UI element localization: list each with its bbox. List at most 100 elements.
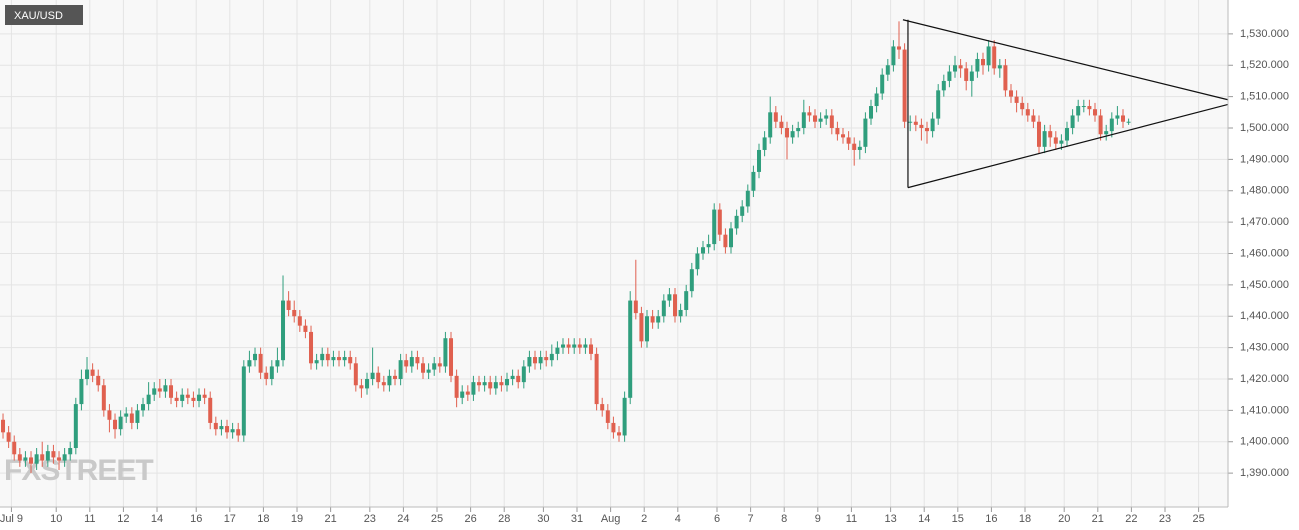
x-tick-label: 21: [324, 513, 336, 525]
candle-body: [538, 357, 543, 364]
candle-body: [969, 71, 974, 81]
candle-body: [667, 294, 672, 301]
candle-body: [62, 454, 67, 461]
candle-body: [286, 300, 291, 310]
x-tick-label: 16: [985, 513, 997, 525]
x-tick-label: 17: [224, 513, 236, 525]
candle-body: [874, 93, 879, 107]
candle-body: [919, 124, 924, 129]
candle-body: [936, 90, 941, 119]
x-tick-label: 4: [675, 513, 681, 525]
candle-body: [124, 413, 129, 417]
candle-body: [1115, 115, 1120, 119]
candle-body: [897, 46, 902, 50]
candle-body: [236, 429, 241, 436]
candle-body: [729, 228, 734, 248]
trendline: [902, 19, 1229, 101]
x-tick-label: 23: [1159, 513, 1171, 525]
candle-body: [745, 190, 750, 207]
y-tick-label: 1,440.000: [1240, 310, 1289, 322]
candle-body: [958, 65, 963, 69]
candle-body: [107, 410, 112, 420]
candle-body: [992, 46, 997, 69]
candle-body: [824, 115, 829, 119]
candle-body: [801, 112, 806, 129]
candle-body: [465, 391, 470, 395]
candle-body: [947, 71, 952, 81]
x-tick-label: 24: [397, 513, 409, 525]
candle-body: [908, 121, 913, 123]
candle-body: [264, 372, 269, 379]
candle-body: [57, 457, 62, 461]
y-tick-label: 1,390.000: [1240, 467, 1289, 479]
candle-body: [17, 454, 22, 461]
candle-body: [219, 426, 224, 430]
x-tick-label: 20: [1058, 513, 1070, 525]
candle-body: [555, 347, 560, 354]
candle-body: [695, 253, 700, 270]
candle-body: [527, 357, 532, 367]
y-tick-label: 1,490.000: [1240, 153, 1289, 165]
candle-body: [482, 382, 487, 386]
candle-body: [1048, 131, 1053, 138]
candle-body: [185, 394, 190, 398]
candle-body: [857, 146, 862, 150]
candle-body: [617, 432, 622, 436]
candle-body: [1003, 65, 1008, 91]
candle-body: [1087, 106, 1092, 110]
x-tick-label: 2: [641, 513, 647, 525]
candle-body: [68, 448, 73, 455]
candle-body: [1070, 115, 1075, 129]
y-tick-label: 1,450.000: [1240, 279, 1289, 291]
candle-body: [393, 375, 398, 379]
candle-body: [23, 457, 28, 461]
candle-body: [387, 375, 392, 386]
candle-body: [230, 429, 235, 433]
candle-body: [807, 112, 812, 116]
candle-body: [365, 378, 370, 389]
candle-body: [941, 80, 946, 91]
candle-body: [925, 128, 930, 132]
candle-body: [712, 209, 717, 245]
y-tick-label: 1,520.000: [1240, 59, 1289, 71]
x-tick-label: 12: [117, 513, 129, 525]
candle-body: [1081, 106, 1086, 108]
candle-body: [1025, 109, 1030, 116]
candle-body: [645, 316, 650, 342]
x-tick-label: 14: [151, 513, 163, 525]
candle-body: [706, 244, 711, 248]
y-tick-label: 1,510.000: [1240, 91, 1289, 103]
candle-body: [180, 394, 185, 401]
x-tick-label: 23: [364, 513, 376, 525]
x-tick-label: 14: [918, 513, 930, 525]
y-tick-label: 1,480.000: [1240, 185, 1289, 197]
x-tick-label: 15: [952, 513, 964, 525]
candle-body: [96, 375, 101, 386]
candle-body: [152, 388, 157, 395]
candle-body: [281, 300, 286, 361]
candle-body: [930, 118, 935, 132]
candle-body: [90, 369, 95, 376]
candle-body: [314, 360, 319, 364]
candle-body: [101, 385, 106, 411]
candle-body: [449, 338, 454, 376]
candle-body: [902, 49, 907, 122]
candle-body: [1031, 115, 1036, 122]
candle-body: [325, 353, 330, 361]
candle-body: [292, 309, 297, 317]
candle-body: [516, 375, 521, 383]
y-tick-label: 1,420.000: [1240, 373, 1289, 385]
candle-body: [639, 313, 644, 342]
candle-body: [678, 309, 683, 317]
candle-body: [12, 441, 17, 455]
candle-body: [656, 316, 661, 323]
candle-body: [337, 357, 342, 361]
candle-body: [734, 215, 739, 229]
candle-body: [975, 58, 980, 72]
candle-body: [768, 112, 773, 138]
candle-body: [796, 128, 801, 132]
candle-body: [398, 360, 403, 379]
candle-body: [157, 388, 162, 392]
candle-body: [779, 121, 784, 129]
candle-body: [673, 294, 678, 317]
